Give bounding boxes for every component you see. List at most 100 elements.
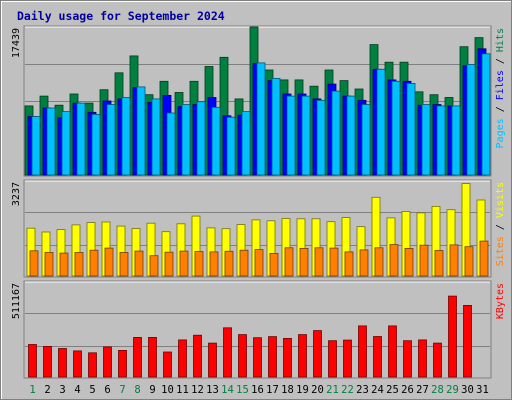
bar-pages-day-26 xyxy=(406,83,416,176)
day-label: 12 xyxy=(191,384,204,396)
legend-sites: Sites xyxy=(495,236,506,266)
bar-kbytes-day-13 xyxy=(208,342,217,378)
bar-kbytes-day-30 xyxy=(463,304,472,378)
bar-kbytes-day-12 xyxy=(193,334,202,378)
day-label: 23 xyxy=(356,384,369,396)
day-label: 4 xyxy=(74,384,80,396)
panel-bottom-ylabel: KBytes xyxy=(495,283,506,319)
day-label: 27 xyxy=(416,384,429,396)
bar-kbytes-day-11 xyxy=(178,339,187,378)
day-label: 19 xyxy=(296,384,309,396)
day-label: 14 xyxy=(221,384,234,396)
bar-sites-day-15 xyxy=(239,249,249,277)
bar-sites-day-26 xyxy=(404,247,414,277)
panel-bottom-max-label: 511167 xyxy=(11,283,22,319)
bar-sites-day-16 xyxy=(254,249,264,277)
panel-top-max-label: 17439 xyxy=(11,28,22,58)
bar-sites-day-5 xyxy=(89,249,99,277)
legend-kbytes: KBytes xyxy=(495,283,506,319)
bar-kbytes-day-23 xyxy=(358,325,367,378)
bar-pages-day-20 xyxy=(316,99,326,176)
bar-sites-day-13 xyxy=(209,251,219,277)
bar-sites-day-23 xyxy=(359,249,369,277)
day-label: 20 xyxy=(311,384,324,396)
bar-sites-day-24 xyxy=(374,247,384,277)
bar-kbytes-day-4 xyxy=(73,350,82,378)
bar-kbytes-day-24 xyxy=(373,336,382,378)
bar-sites-day-10 xyxy=(164,251,174,277)
bar-kbytes-day-28 xyxy=(433,342,442,378)
bar-kbytes-day-5 xyxy=(88,352,97,378)
bar-pages-day-14 xyxy=(226,116,236,176)
bar-pages-day-10 xyxy=(166,112,176,176)
day-label: 26 xyxy=(401,384,414,396)
bar-pages-day-16 xyxy=(256,62,266,176)
day-label: 24 xyxy=(371,384,384,396)
bar-kbytes-day-15 xyxy=(238,334,247,378)
day-label: 25 xyxy=(386,384,399,396)
bar-sites-day-18 xyxy=(284,247,294,277)
bar-sites-day-2 xyxy=(44,252,54,277)
chart-title: Daily usage for September 2024 xyxy=(17,9,225,23)
day-label: 31 xyxy=(476,384,489,396)
bar-kbytes-day-2 xyxy=(43,345,52,378)
day-label: 5 xyxy=(89,384,95,396)
day-label: 21 xyxy=(326,384,339,396)
day-label: 9 xyxy=(149,384,155,396)
bar-pages-day-19 xyxy=(301,95,311,176)
bar-sites-day-3 xyxy=(59,252,69,277)
day-label: 15 xyxy=(236,384,249,396)
bar-pages-day-24 xyxy=(376,68,386,176)
day-label: 17 xyxy=(266,384,279,396)
day-label: 28 xyxy=(431,384,444,396)
bar-pages-day-1 xyxy=(31,116,41,176)
bar-pages-day-18 xyxy=(286,95,296,176)
bar-pages-day-13 xyxy=(211,106,221,176)
bar-sites-day-19 xyxy=(299,247,309,277)
bar-sites-day-7 xyxy=(119,252,129,277)
bar-kbytes-day-14 xyxy=(223,327,232,378)
bar-kbytes-day-16 xyxy=(253,337,262,378)
bar-sites-day-20 xyxy=(314,247,324,277)
bar-sites-day-29 xyxy=(449,244,459,277)
bar-kbytes-day-21 xyxy=(328,340,337,378)
day-label: 3 xyxy=(59,384,65,396)
bar-pages-day-7 xyxy=(121,97,131,176)
day-label: 16 xyxy=(251,384,264,396)
bar-pages-day-27 xyxy=(421,104,431,176)
bar-sites-day-28 xyxy=(434,250,444,277)
bar-pages-day-11 xyxy=(181,104,191,176)
bar-sites-day-25 xyxy=(389,244,399,277)
bar-pages-day-12 xyxy=(196,101,206,176)
bar-sites-day-6 xyxy=(104,247,114,277)
bar-sites-day-9 xyxy=(149,255,159,277)
bar-pages-day-17 xyxy=(271,78,281,176)
day-label: 6 xyxy=(104,384,110,396)
bar-kbytes-day-25 xyxy=(388,325,397,378)
bar-sites-day-31 xyxy=(479,240,489,277)
bar-pages-day-8 xyxy=(136,86,146,176)
bar-pages-day-15 xyxy=(241,111,251,176)
bar-pages-day-31 xyxy=(481,53,491,176)
bar-kbytes-day-1 xyxy=(28,344,37,378)
bar-pages-day-23 xyxy=(361,104,371,176)
bar-kbytes-day-18 xyxy=(283,337,292,378)
bar-pages-day-2 xyxy=(46,107,56,176)
bar-sites-day-1 xyxy=(29,250,39,277)
bar-pages-day-30 xyxy=(466,64,476,176)
legend-files: Files xyxy=(495,70,506,100)
day-label: 1 xyxy=(29,384,35,396)
panel-middle-max-label: 3237 xyxy=(11,182,22,206)
bar-kbytes-day-8 xyxy=(133,336,142,378)
bar-pages-day-21 xyxy=(331,90,341,176)
bar-sites-day-4 xyxy=(74,252,84,277)
bar-sites-day-17 xyxy=(269,252,279,277)
bar-sites-day-30 xyxy=(464,246,474,277)
day-label: 18 xyxy=(281,384,294,396)
legend-pages: Pages xyxy=(495,118,506,148)
day-label: 13 xyxy=(206,384,219,396)
legend-visits: Visits xyxy=(495,182,506,218)
bar-sites-day-11 xyxy=(179,250,189,277)
bar-sites-day-12 xyxy=(194,251,204,277)
